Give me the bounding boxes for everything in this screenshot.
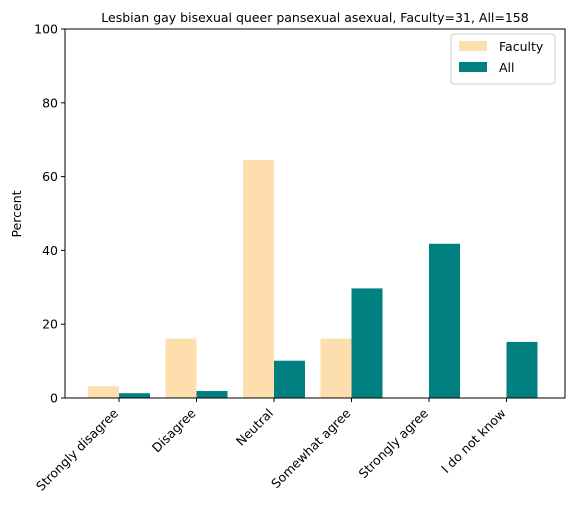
bar-all-5 [506, 341, 538, 398]
y-tick-label-0: 0 [50, 391, 58, 406]
bar-faculty-1 [165, 338, 197, 398]
y-tick-label-4: 80 [42, 95, 58, 110]
plot-area: 0 20 40 60 80 100 Strongly disagree Disagree Neu… [33, 22, 566, 494]
bar-faculty-0 [88, 386, 119, 398]
bar-all-0 [119, 393, 150, 398]
x-tick-label-3: Somewhat agree [268, 405, 354, 491]
legend-swatch-all [459, 62, 487, 72]
bar-all-2 [274, 360, 305, 398]
x-tick-label-2: Neutral [233, 406, 276, 449]
y-tick-label-2: 40 [42, 243, 58, 258]
bar-all-1 [196, 390, 228, 398]
y-tick-label-3: 60 [42, 169, 58, 184]
legend-label-faculty: Faculty [499, 39, 544, 54]
bar-faculty-3 [320, 338, 352, 398]
bar-all-3 [351, 288, 383, 398]
bar-all-4 [429, 243, 460, 398]
x-tick-label-5: I do not know [438, 406, 509, 477]
chart-title: Lesbian gay bisexual queer pansexual ase… [101, 10, 528, 25]
axes-frame [64, 28, 566, 399]
x-tick-label-1: Disagree [149, 405, 199, 455]
legend: Faculty All [450, 33, 556, 85]
legend-swatch-faculty [459, 41, 487, 51]
x-tick-label-4: Strongly agree [356, 405, 432, 481]
y-axis-label: Percent [9, 190, 24, 237]
x-tick-label-0: Strongly disagree [33, 405, 121, 493]
bar-faculty-2 [243, 159, 274, 398]
y-tick-label-5: 100 [34, 22, 58, 37]
legend-label-all: All [499, 60, 515, 75]
y-tick-label-1: 20 [42, 317, 58, 332]
